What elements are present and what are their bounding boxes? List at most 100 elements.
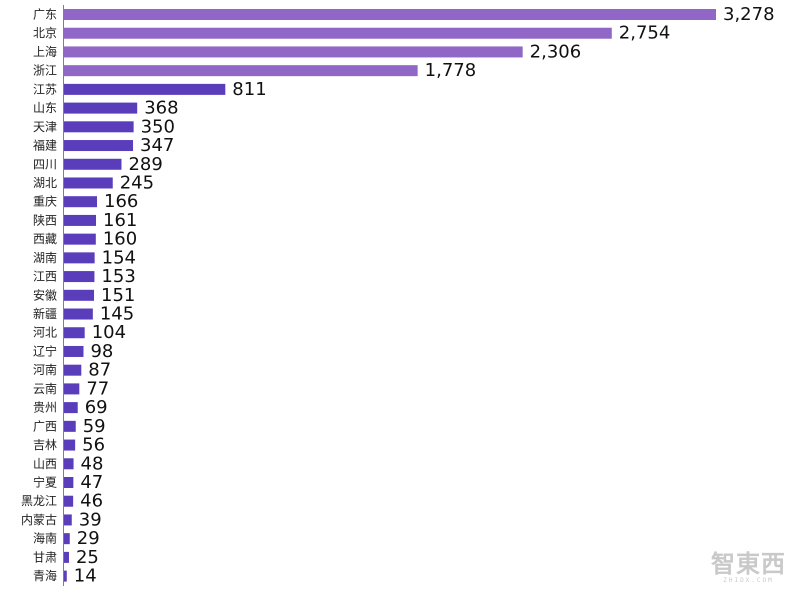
category-label: 湖北 <box>33 175 57 190</box>
value-label: 2,754 <box>619 23 671 44</box>
category-label: 安徽 <box>33 287 57 302</box>
bar <box>64 458 74 470</box>
bar <box>64 345 84 357</box>
category-label: 吉林 <box>33 438 57 452</box>
bar <box>64 551 69 563</box>
category-label: 内蒙古 <box>21 512 57 527</box>
category-label: 陕西 <box>33 212 57 227</box>
bar <box>64 533 70 545</box>
value-label: 1,778 <box>425 60 477 81</box>
category-label: 山西 <box>33 457 57 471</box>
category-label: 天津 <box>33 120 57 134</box>
bar <box>64 570 67 582</box>
value-label: 77 <box>86 378 109 399</box>
category-label: 辽宁 <box>33 343 57 358</box>
value-label: 69 <box>85 397 108 418</box>
bar <box>64 65 418 77</box>
bar <box>64 364 82 376</box>
bar <box>64 27 612 39</box>
watermark-sub-text: ZHIDX.COM <box>723 577 774 584</box>
value-label: 104 <box>92 322 126 343</box>
watermark-logo: 智東西 ZHIDX.COM <box>711 551 786 585</box>
category-label: 四川 <box>33 157 57 171</box>
category-label: 西藏 <box>33 232 57 246</box>
value-label: 350 <box>141 116 175 137</box>
value-label: 25 <box>76 547 99 568</box>
bar <box>64 327 85 339</box>
category-label: 海南 <box>33 531 57 546</box>
category-label: 福建 <box>33 138 57 153</box>
bar <box>64 196 98 208</box>
bar <box>64 420 76 432</box>
category-label: 北京 <box>33 26 57 40</box>
value-label: 98 <box>90 341 113 362</box>
value-label: 161 <box>103 210 137 231</box>
bar <box>64 308 93 320</box>
category-label: 云南 <box>33 381 57 396</box>
value-label: 368 <box>144 98 178 119</box>
value-label: 14 <box>74 566 97 587</box>
bar <box>64 289 95 301</box>
bar <box>64 46 523 58</box>
value-label: 48 <box>81 453 104 474</box>
bar <box>64 121 134 133</box>
value-label: 145 <box>100 304 134 325</box>
bar <box>64 9 716 20</box>
value-labels: 3,2782,7542,3061,77881136835034728924516… <box>74 4 775 587</box>
value-label: 39 <box>79 509 102 530</box>
value-label: 154 <box>102 247 136 268</box>
bar <box>64 140 134 152</box>
bar <box>64 158 122 170</box>
category-label: 江苏 <box>33 82 57 96</box>
value-label: 87 <box>88 360 111 381</box>
value-label: 47 <box>80 472 103 493</box>
category-label: 宁夏 <box>33 475 57 490</box>
watermark-main-text: 智東西 <box>711 550 786 578</box>
category-label: 江西 <box>33 270 57 284</box>
value-label: 56 <box>82 435 105 456</box>
value-label: 151 <box>101 285 135 306</box>
bar <box>64 102 138 114</box>
category-label: 甘肃 <box>33 550 57 564</box>
value-label: 29 <box>77 528 100 549</box>
value-label: 347 <box>140 135 174 156</box>
category-label: 青海 <box>33 568 57 583</box>
value-label: 160 <box>103 229 137 250</box>
category-label: 浙江 <box>33 64 57 78</box>
category-label: 黑龙江 <box>21 494 57 508</box>
value-label: 2,306 <box>530 41 582 62</box>
bar <box>64 252 95 264</box>
category-label: 广东 <box>33 8 57 22</box>
bar <box>64 177 113 189</box>
value-label: 46 <box>80 491 103 512</box>
value-label: 3,278 <box>723 4 775 25</box>
category-labels: 广东北京上海浙江江苏山东天津福建四川湖北重庆陕西西藏湖南江西安徽新疆河北辽宁河南… <box>21 8 57 584</box>
bar <box>64 383 80 395</box>
category-label: 河南 <box>33 362 57 377</box>
category-label: 新疆 <box>33 306 57 321</box>
value-label: 245 <box>120 172 154 193</box>
value-label: 153 <box>101 266 135 287</box>
category-label: 贵州 <box>33 401 57 415</box>
value-label: 289 <box>128 154 162 175</box>
bar <box>64 402 78 414</box>
category-label: 河北 <box>33 326 57 340</box>
bar <box>64 83 226 95</box>
value-label: 59 <box>83 416 106 437</box>
bar <box>64 439 76 451</box>
category-label: 重庆 <box>33 195 57 209</box>
bar <box>64 495 74 507</box>
category-label: 山东 <box>33 101 57 115</box>
bar <box>64 214 97 226</box>
value-label: 811 <box>232 79 266 100</box>
category-label: 上海 <box>33 44 57 59</box>
bar <box>64 271 95 283</box>
bar <box>64 477 74 488</box>
category-label: 广西 <box>33 419 57 433</box>
bar <box>64 233 96 245</box>
value-label: 166 <box>104 191 138 212</box>
bar <box>64 514 72 526</box>
bars-group <box>64 9 716 582</box>
category-label: 湖南 <box>33 250 57 265</box>
